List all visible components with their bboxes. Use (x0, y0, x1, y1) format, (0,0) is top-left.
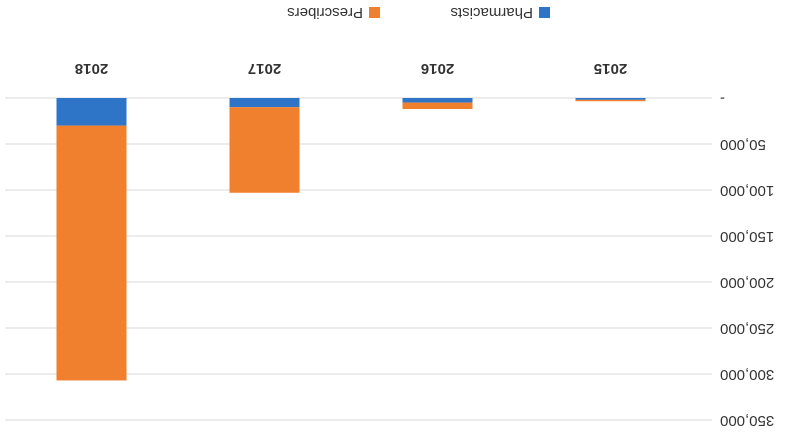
bar-segment (402, 98, 473, 103)
y-tick-label: 150,000 (720, 228, 774, 245)
legend-label: Pharmacists (450, 4, 533, 21)
bar-segment (575, 98, 646, 100)
y-tick-label: 250,000 (720, 320, 774, 337)
x-tick-label: 2015 (594, 60, 627, 77)
legend-swatch (369, 7, 380, 18)
y-tick-label: 300,000 (720, 366, 774, 383)
y-tick-label: 50,000 (720, 136, 766, 153)
bar-segment (229, 98, 300, 108)
y-tick-label: - (720, 90, 725, 107)
legend-label: Prescribers (287, 4, 363, 21)
x-tick-label: 2016 (421, 60, 454, 77)
bar-segment (575, 99, 646, 102)
bar-segment (56, 98, 127, 126)
bar-segment (402, 102, 473, 110)
bar-segment (229, 107, 300, 193)
y-tick-label: 350,000 (720, 412, 774, 429)
y-tick-label: 100,000 (720, 182, 774, 199)
x-tick-label: 2017 (248, 60, 281, 77)
legend-swatch (539, 7, 550, 18)
bar-segment (56, 125, 127, 381)
x-tick-label: 2018 (75, 60, 108, 77)
y-tick-label: 200,000 (720, 274, 774, 291)
